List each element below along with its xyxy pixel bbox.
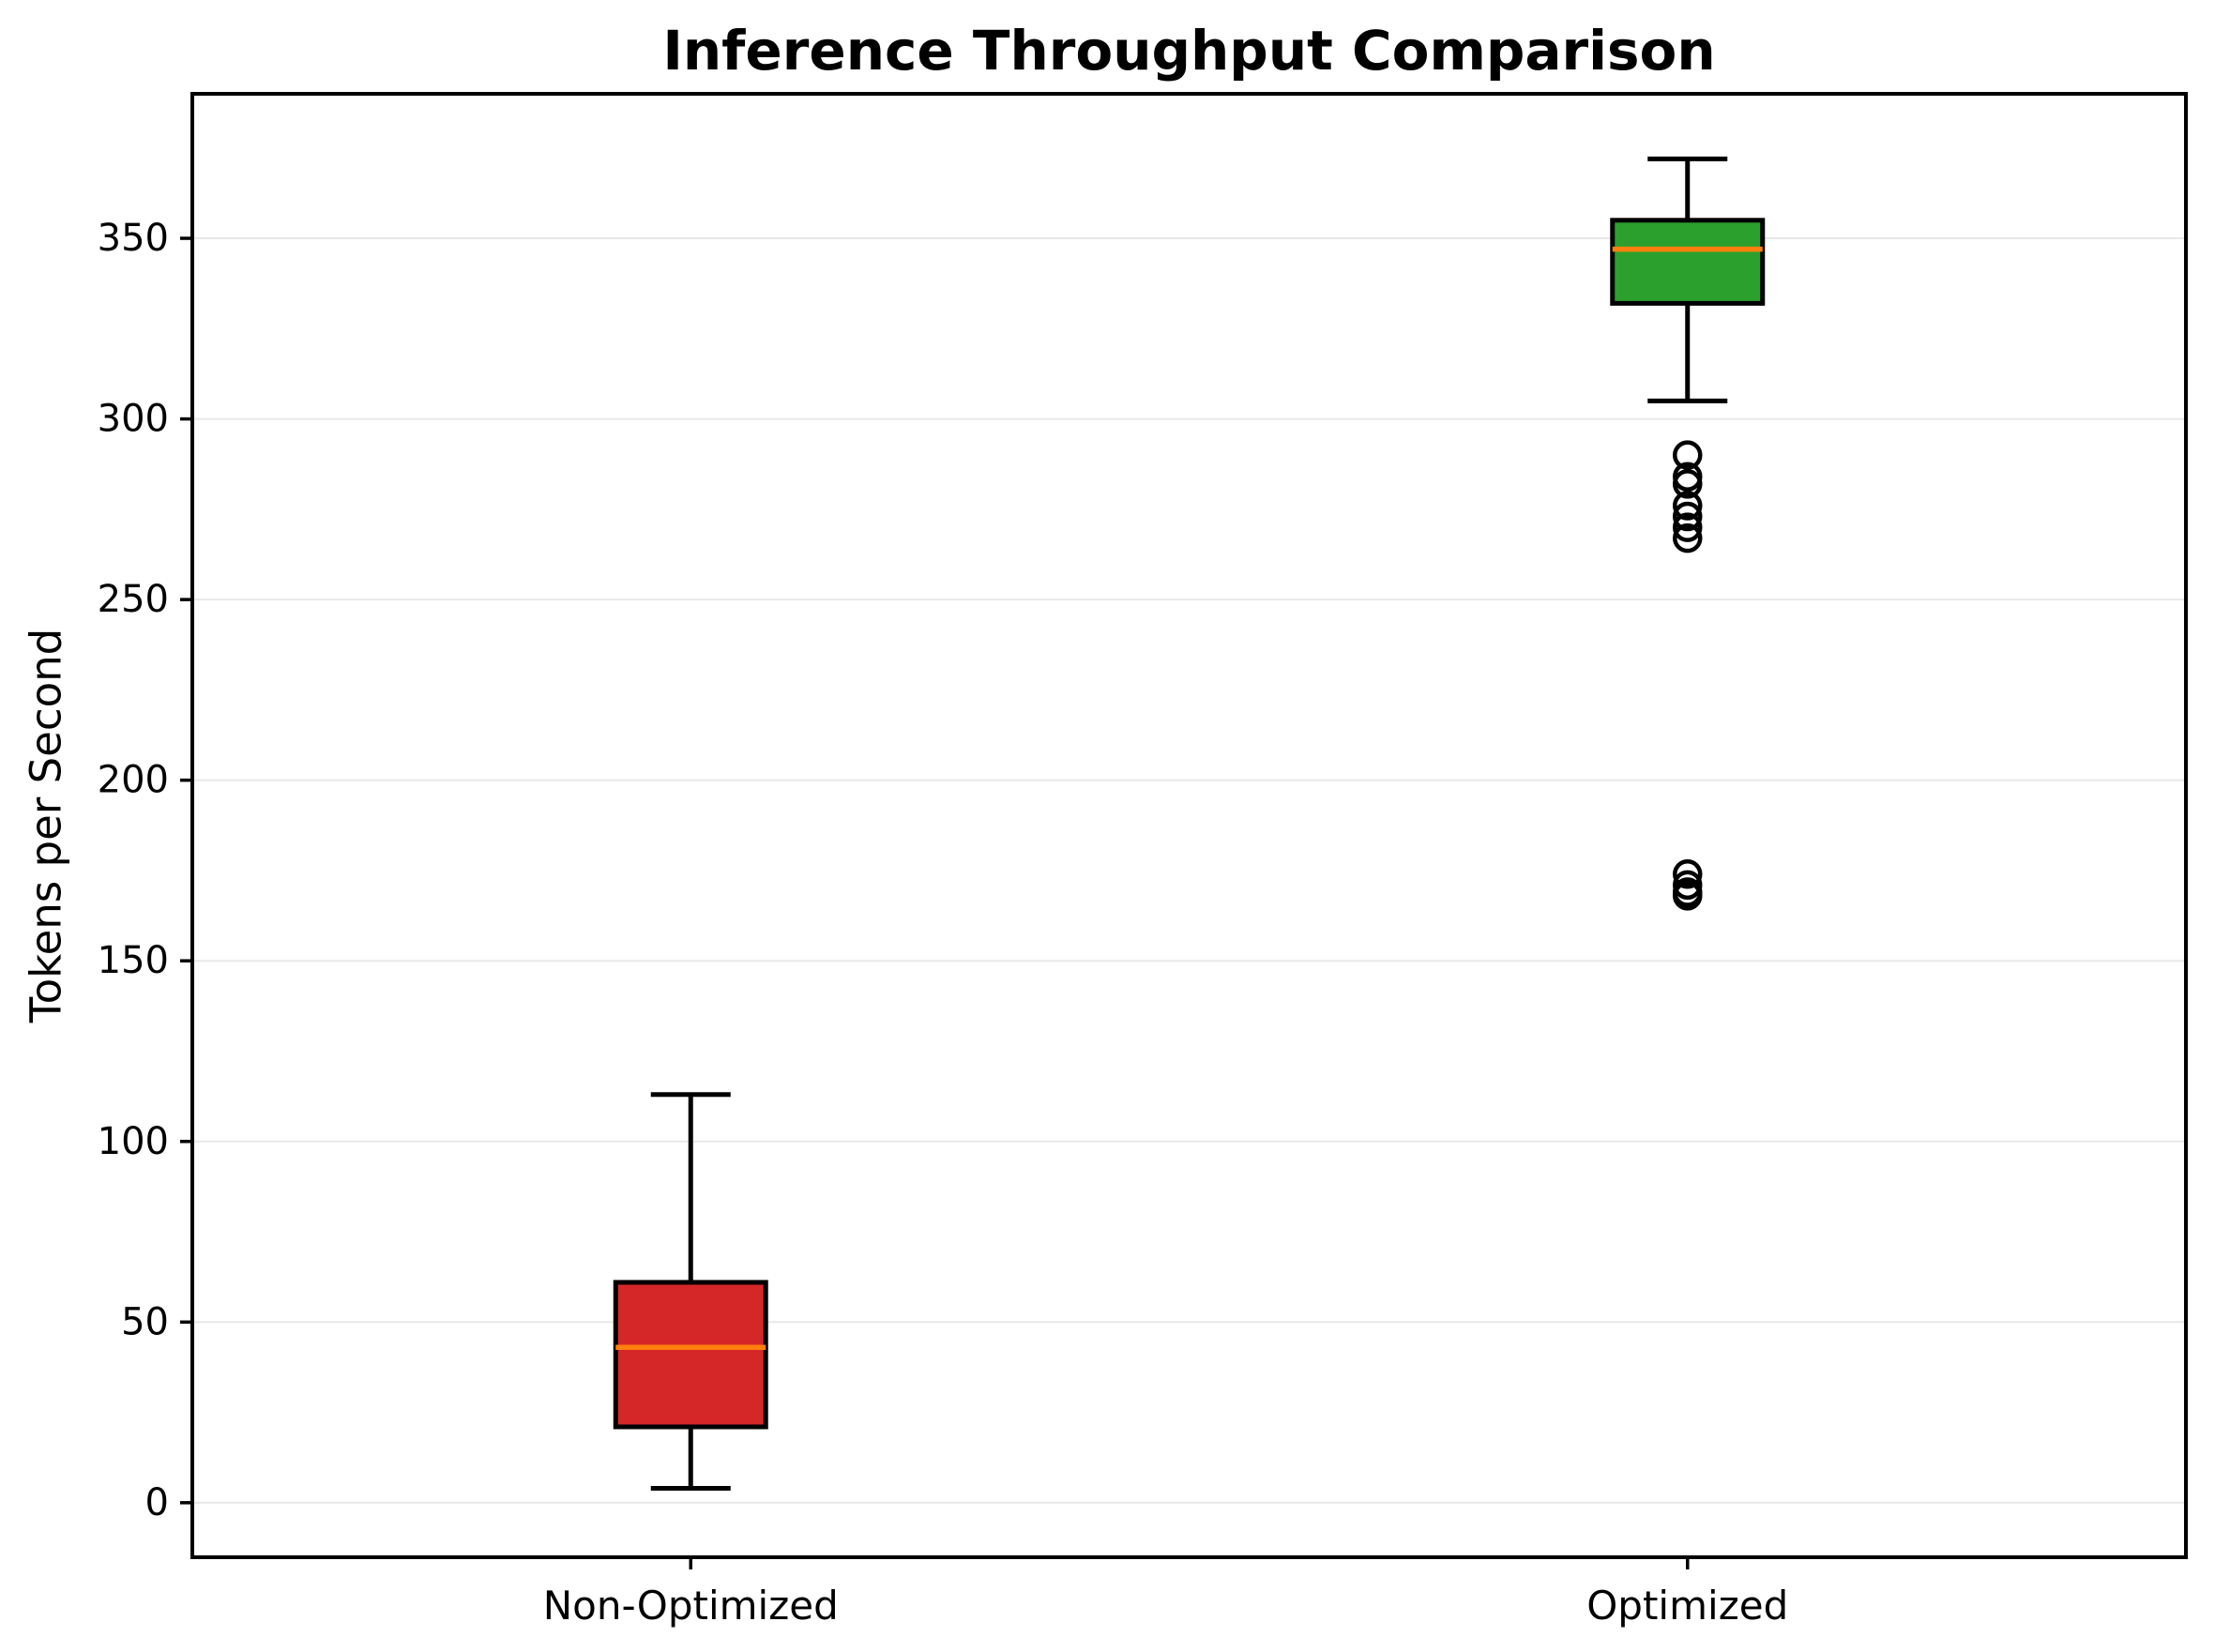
outlier-point [1673,881,1703,911]
y-tick-label: 150 [98,939,169,982]
x-tick-label: Optimized [1586,1583,1788,1629]
y-tick-label: 350 [98,217,169,260]
outlier-point [1673,512,1703,542]
y-tick-label: 0 [145,1481,169,1524]
chart-title: Inference Throughput Comparison [662,19,1716,83]
y-tick-label: 100 [98,1120,169,1163]
outlier-point [1673,523,1703,553]
y-tick-label: 250 [98,578,169,621]
x-tick-label: Non-Optimized [543,1583,839,1629]
y-tick-label: 200 [98,759,169,802]
outlier-point [1673,491,1703,521]
y-tick-label: 300 [98,398,169,441]
box-rect [1610,218,1766,306]
plot-border [190,92,2188,1559]
outlier-point [1673,469,1703,499]
outlier-point [1673,440,1703,470]
box-rect [613,1280,768,1430]
outlier-point [1673,501,1703,532]
outlier-point [1673,859,1703,889]
y-tick-label: 50 [121,1300,169,1343]
